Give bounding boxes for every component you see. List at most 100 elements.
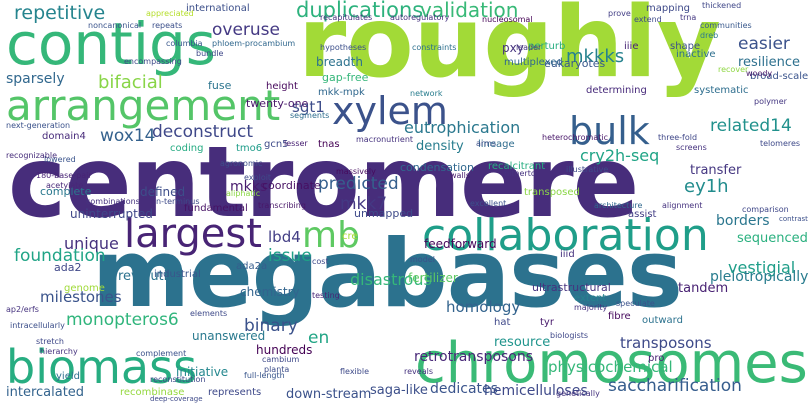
cloud-word-represents: represents: [208, 387, 262, 398]
cloud-word-breadth: breadth: [316, 55, 363, 69]
cloud-word-sparsely: sparsely: [6, 71, 65, 87]
cloud-word-polymer: polymer: [754, 97, 787, 106]
cloud-word-pxy: pxy: [502, 41, 524, 55]
cloud-word-recalcitrant: recalcitrant: [488, 161, 546, 172]
cloud-word-genetically: genetically: [556, 389, 600, 398]
cloud-word-next-generation: next-generation: [6, 121, 71, 130]
cloud-word-ultrastructural: ultrastructural: [532, 281, 611, 294]
cloud-word-down-stream: down-stream: [286, 387, 372, 402]
cloud-word-model: model: [410, 255, 435, 264]
cloud-word-related14: related14: [710, 116, 792, 136]
cloud-word-phloem-procambium: phloem-procambium: [212, 39, 296, 48]
cloud-word-three-fold: three-fold: [658, 133, 698, 142]
cloud-word-roughly: roughly: [298, 0, 721, 100]
cloud-word-condensation: condensation: [400, 161, 475, 174]
cloud-word-mkkks: mkkks: [566, 46, 625, 67]
cloud-word-hundreds: hundreds: [256, 343, 313, 357]
cloud-word-megabases: megabases: [92, 220, 683, 329]
cloud-word-combinations: combinations: [86, 197, 140, 206]
cloud-word-hierarchy: hierarchy: [40, 347, 78, 356]
cloud-word-resilience: resilience: [738, 55, 801, 70]
cloud-word-walls: walls: [450, 171, 471, 180]
cloud-word-recombinase: recombinase: [120, 387, 185, 398]
cloud-word-extend: extend: [634, 15, 662, 24]
cloud-word-tmo6: tmo6: [236, 143, 263, 154]
cloud-word-comparison: comparison: [742, 205, 789, 214]
cloud-word-saccharification: saccharification: [608, 376, 742, 396]
cloud-word-prove: prove: [608, 9, 631, 18]
cloud-word-feedforward: feedforward: [424, 237, 497, 251]
cloud-word-pro: pro: [648, 353, 665, 364]
cloud-word-overuse: overuse: [212, 20, 280, 40]
cloud-word-wox14: wox14: [100, 126, 156, 146]
cloud-word-ada2: ada2: [54, 261, 82, 274]
cloud-word-coordinate: coordinate: [262, 179, 321, 192]
cloud-word-biologists: biologists: [550, 331, 589, 340]
cloud-word-autoregulatory: autoregulatory: [390, 13, 450, 22]
cloud-word-intracellularly: intracellularly: [10, 321, 65, 330]
cloud-word-noncanonical: noncanonical: [88, 21, 142, 30]
cloud-word-xylem: xylem: [332, 89, 448, 133]
cloud-word-saga-like: saga-like: [370, 383, 428, 398]
cloud-word-appreciated: appreciated: [146, 9, 194, 18]
cloud-word-extent: extent: [574, 293, 607, 304]
cloud-word-lowered: lowered: [44, 155, 76, 164]
cloud-word-milestones: milestones: [40, 288, 122, 306]
cloud-word-outward: outward: [642, 315, 683, 326]
cloud-word-contrast: contrast: [779, 215, 808, 223]
cloud-word-alignment: alignment: [662, 201, 703, 210]
cloud-word-physicochemical: physicochemical: [548, 358, 673, 376]
cloud-word-largest: largest: [124, 211, 262, 257]
cloud-word-binary: binary: [244, 316, 298, 336]
cloud-word-full-length: full-length: [244, 371, 285, 380]
cloud-word-issue: issue: [268, 246, 312, 266]
cloud-word-repetitive: repetitive: [14, 2, 106, 24]
cloud-word-massively: massively: [336, 167, 376, 176]
cloud-word-fertilizer: fertilizer: [408, 271, 458, 285]
cloud-word-macronutrient: macronutrient: [356, 135, 414, 144]
cloud-word-testing: testing: [312, 291, 340, 300]
cloud-word-defined: defined: [140, 185, 186, 199]
cloud-word-repeats: repeats: [152, 21, 183, 30]
cloud-word-uninterrupted: uninterrupted: [70, 207, 153, 221]
cloud-word-predicted: predicted: [318, 174, 399, 194]
cloud-word-perturb: perturb: [528, 41, 566, 52]
cloud-word-architecture: architecture: [594, 201, 643, 210]
cloud-word-flexible: flexible: [340, 367, 369, 376]
cloud-word-unmapped: unmapped: [354, 207, 414, 220]
cloud-word-speculate: speculate: [616, 299, 655, 308]
cloud-word-complete: complete: [40, 185, 92, 198]
cloud-word-constraints: constraints: [412, 43, 457, 52]
cloud-word-hypotheses: hypotheses: [320, 43, 367, 52]
cloud-word-telomeres: telomeres: [760, 139, 801, 148]
cloud-word-communities: communities: [700, 21, 752, 30]
cloud-word-easier: easier: [738, 34, 790, 54]
cloud-word-pleiotropically: pleiotropically: [710, 269, 808, 285]
cloud-word-lineage: lineage: [478, 139, 515, 150]
cloud-word-n-terminus: n-terminus: [156, 197, 200, 206]
cloud-word-centromere: centromere: [8, 126, 639, 240]
cloud-word-bifacial: bifacial: [98, 72, 163, 93]
cloud-word-tyr: tyr: [540, 317, 554, 328]
cloud-word-cry2h-seq: cry2h-seq: [580, 146, 660, 165]
cloud-word-hat: hat: [494, 317, 511, 328]
cloud-word-fuse: fuse: [208, 79, 232, 92]
cloud-word-monopteros6: monopteros6: [66, 310, 179, 330]
cloud-word-dreb: dreb: [700, 31, 719, 40]
cloud-word-transposons: transposons: [620, 334, 712, 352]
cloud-word-excellent: excellent: [470, 199, 507, 208]
cloud-word-majority: majority: [574, 303, 608, 312]
cloud-word-bundle: bundle: [196, 49, 224, 58]
cloud-word-biomass: biomass: [6, 340, 198, 394]
cloud-word-reconstitution: reconstitution: [150, 375, 206, 384]
cloud-word-coding: coding: [170, 143, 204, 154]
cloud-word-eutrophication: eutrophication: [404, 118, 521, 137]
cloud-word-bulk: bulk: [569, 109, 650, 153]
cloud-word-arrangement: arrangement: [6, 81, 281, 130]
cloud-word-recognizable: recognizable: [6, 151, 58, 160]
cloud-word-mkk-mpk: mkk-mpk: [318, 87, 365, 98]
cloud-word-cost: cost: [312, 257, 329, 266]
cloud-word-mb: mb: [302, 215, 360, 256]
cloud-word-network: network: [410, 89, 443, 98]
